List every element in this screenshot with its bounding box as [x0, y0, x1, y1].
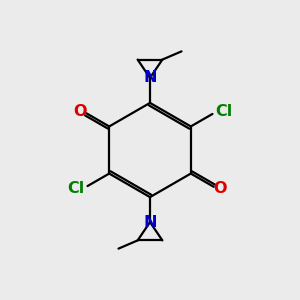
Text: Cl: Cl [68, 181, 85, 196]
Text: O: O [73, 104, 86, 119]
Text: N: N [143, 214, 157, 230]
Text: Cl: Cl [215, 104, 232, 119]
Text: O: O [214, 181, 227, 196]
Text: N: N [143, 70, 157, 86]
